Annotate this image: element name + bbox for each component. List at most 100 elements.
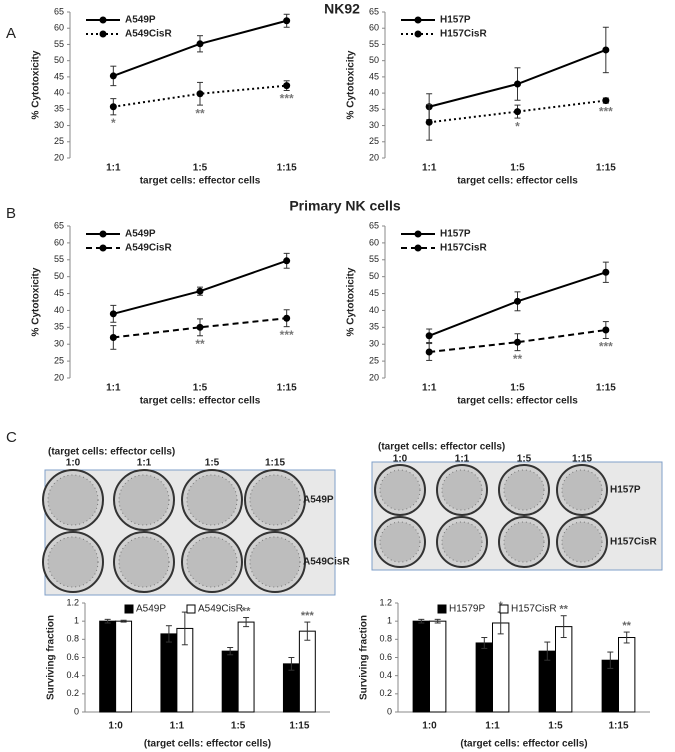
bar — [115, 620, 133, 713]
x-tick-label: 1:1 — [422, 163, 437, 174]
y-tick-label: 35 — [369, 322, 379, 332]
x-axis-label: (target cells: effector cells) — [460, 739, 587, 750]
x-tick-label: 1:1 — [485, 721, 500, 732]
bar — [475, 642, 493, 713]
x-tick-label: 1:15 — [277, 163, 297, 174]
dish-inner — [186, 474, 238, 526]
significance: ** — [622, 620, 631, 632]
bar — [429, 620, 447, 713]
y-tick-label: 30 — [369, 120, 379, 130]
legend-swatch — [499, 604, 509, 614]
dish-inner — [379, 521, 421, 563]
y-axis-label: % Cytotoxicity — [346, 50, 357, 119]
dish-inner — [118, 536, 170, 588]
point — [514, 297, 521, 305]
legend-label: H157CisR — [440, 243, 487, 254]
dish-inner — [118, 474, 170, 526]
plate-row-label: H157CisR — [610, 537, 657, 548]
bar — [618, 637, 636, 713]
y-tick-label: 50 — [369, 271, 379, 281]
y-tick-label: 55 — [54, 254, 64, 264]
panel-label: C — [6, 429, 17, 446]
legend-label: H157P — [440, 229, 471, 240]
panel-title: NK92 — [324, 1, 360, 17]
legend-marker — [414, 30, 422, 38]
point — [514, 80, 521, 88]
dish-inner — [186, 536, 238, 588]
dish-inner — [503, 469, 545, 511]
y-axis-label: % Cytotoxicity — [31, 50, 42, 119]
point — [425, 332, 433, 340]
y-axis-label: % Cytotoxicity — [346, 267, 357, 336]
point — [196, 323, 204, 331]
significance: * — [515, 119, 520, 133]
legend-label: A549P — [125, 229, 156, 240]
x-axis-label: target cells: effector cells — [457, 176, 578, 187]
x-tick-label: 1:5 — [193, 383, 208, 394]
y-tick-label: 45 — [369, 288, 379, 298]
y-tick-label: 30 — [54, 339, 64, 349]
x-tick-label: 1:5 — [548, 721, 563, 732]
x-tick-label: 1:15 — [596, 163, 616, 174]
y-tick-label: 45 — [54, 71, 64, 81]
legend-marker — [99, 230, 107, 238]
y-tick-label: 0.8 — [379, 634, 392, 644]
point — [602, 97, 610, 105]
point — [283, 82, 291, 90]
bar — [282, 663, 300, 713]
dish-inner — [249, 536, 301, 588]
y-tick-label: 1.2 — [379, 597, 392, 607]
significance: ** — [195, 106, 205, 120]
y-tick-label: 40 — [369, 87, 379, 97]
point — [283, 17, 291, 25]
plate-row-label: A549P — [303, 495, 334, 506]
legend-swatch — [186, 604, 196, 614]
plate-column-label: 1:15 — [572, 454, 592, 465]
legend-marker — [414, 16, 422, 24]
y-axis-label: Surviving fraction — [46, 615, 57, 700]
x-tick-label: 1:15 — [608, 721, 628, 732]
point — [109, 333, 117, 341]
dish-inner — [249, 474, 301, 526]
x-tick-label: 1:0 — [422, 721, 437, 732]
bar — [298, 630, 316, 713]
plate-column-label: 1:0 — [66, 458, 81, 469]
plate-column-label: 1:0 — [393, 454, 408, 465]
point — [602, 46, 610, 54]
significance: *** — [599, 340, 613, 354]
y-tick-label: 65 — [54, 6, 64, 16]
y-tick-label: 20 — [54, 372, 64, 382]
legend-label: A549P — [125, 15, 156, 26]
dish-inner — [561, 469, 603, 511]
legend-label: A549CisR — [125, 243, 172, 254]
dish-inner — [441, 469, 483, 511]
x-axis-label: (target cells: effector cells) — [144, 739, 271, 750]
y-tick-label: 35 — [54, 322, 64, 332]
plate-row-label: H157P — [610, 485, 641, 496]
y-tick-label: 60 — [369, 23, 379, 33]
y-tick-label: 20 — [54, 152, 64, 162]
plate-column-label: 1:5 — [517, 454, 532, 465]
legend-marker — [99, 244, 107, 252]
legend-marker — [99, 16, 107, 24]
legend-label: A549CisR — [198, 604, 243, 615]
point — [425, 118, 433, 126]
y-tick-label: 25 — [54, 136, 64, 146]
y-tick-label: 1 — [74, 616, 79, 626]
dish-inner — [503, 521, 545, 563]
y-tick-label: 35 — [369, 104, 379, 114]
y-tick-label: 25 — [369, 136, 379, 146]
significance: *** — [280, 92, 294, 106]
significance: ** — [242, 605, 251, 617]
dish-inner — [379, 469, 421, 511]
legend-label: A549P — [136, 604, 166, 615]
x-tick-label: 1:1 — [422, 383, 437, 394]
y-tick-label: 50 — [369, 55, 379, 65]
point — [602, 326, 610, 334]
point — [109, 310, 117, 318]
point — [602, 268, 610, 276]
significance: ** — [559, 604, 568, 616]
plate-header: (target cells: effector cells) — [378, 442, 505, 453]
x-axis-label: target cells: effector cells — [457, 396, 578, 407]
